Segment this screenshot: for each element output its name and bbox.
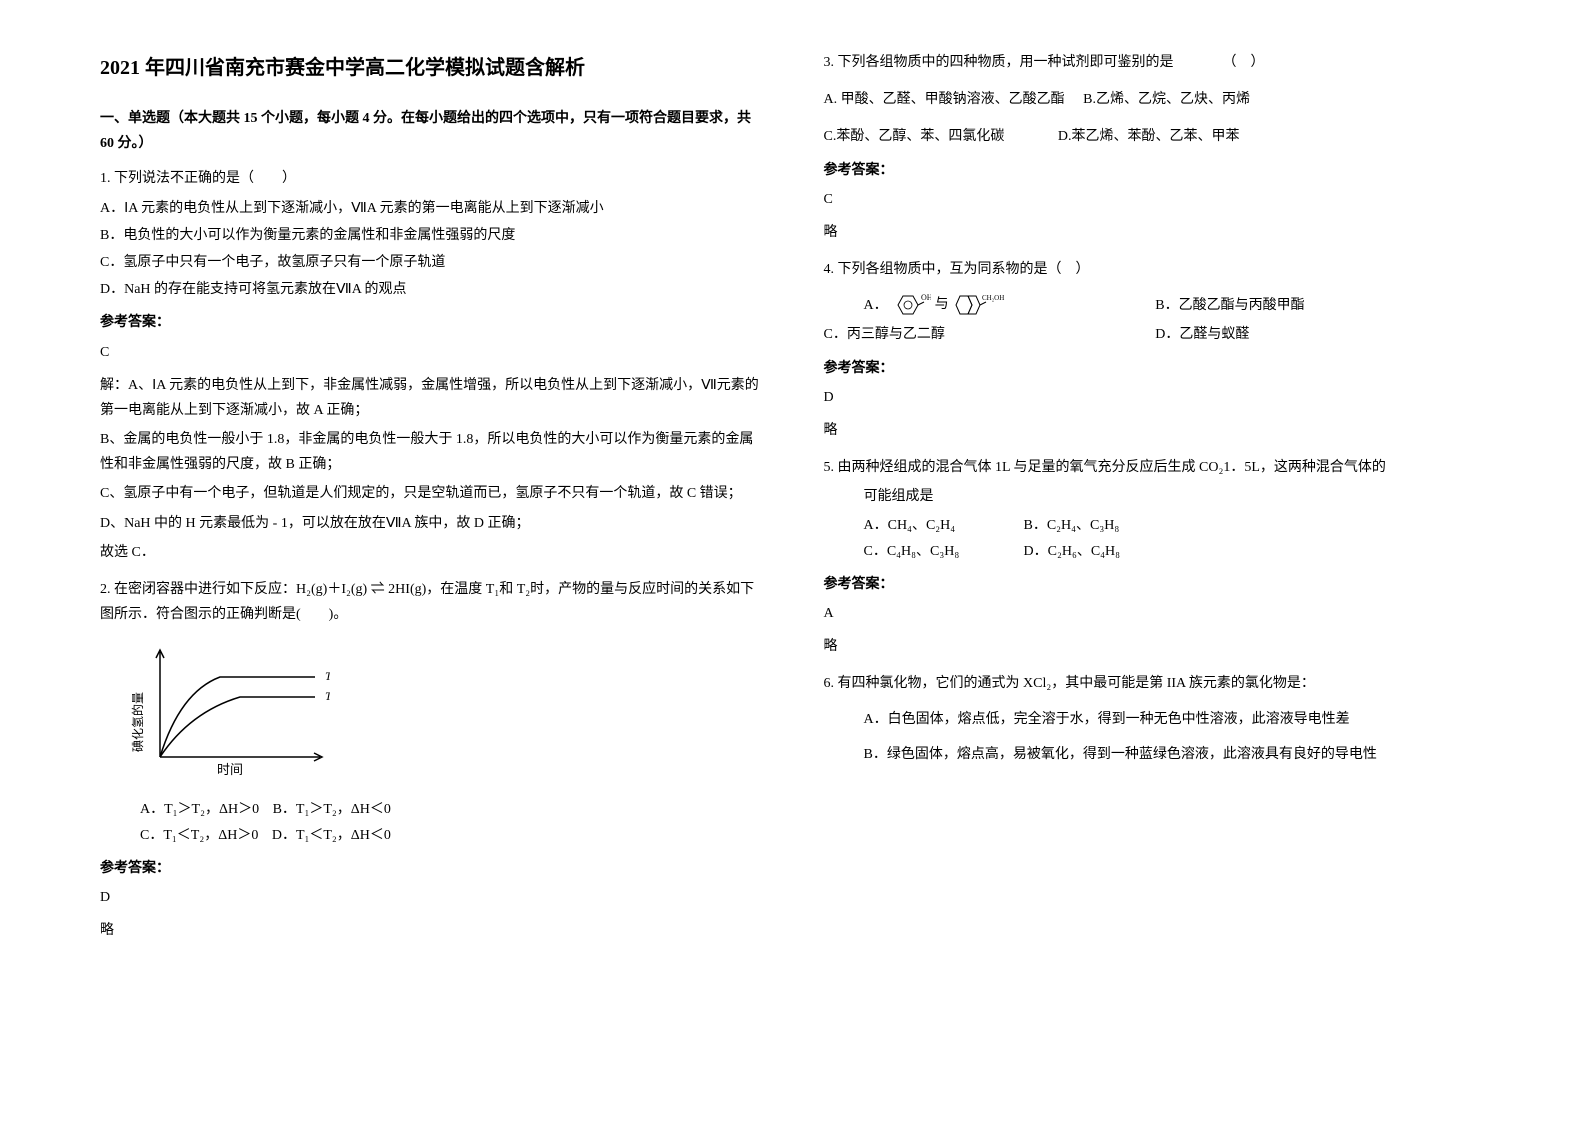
q5-option-b: B．C₂H₄、C₃H₈ [1024,513,1120,538]
q4-answer-label: 参考答案： [824,356,1488,381]
q4-stem: 4. 下列各组物质中，互为同系物的是（ ） [824,257,1488,282]
chart-t2-label: T₂ [325,689,330,703]
q4-omit: 略 [824,418,1488,443]
q5-omit: 略 [824,634,1488,659]
q3-stem: 3. 下列各组物质中的四种物质，用一种试剂即可鉴别的是 （ ） [824,50,1488,75]
chart-xlabel: 时间 [217,762,243,777]
q2-option-d: D．T₁＜T₂，ΔH＜0 [272,828,391,843]
q2-chart: 碘化氢的量 T₁ T₂ 时间 [130,642,764,782]
q2-option-a: A．T₁＞T₂，ΔH＞0 [140,802,259,817]
q3-option-c: C.苯酚、乙醇、苯、四氯化碳 [824,129,1005,144]
q3-option-b: B.乙烯、乙烷、乙炔、丙烯 [1083,92,1250,107]
q1-option-c: C．氢原子中只有一个电子，故氢原子只有一个原子轨道 [100,250,764,275]
q1-option-d: D．NaH 的存在能支持可将氢元素放在ⅦA 的观点 [100,277,764,302]
q6-option-a: A．白色固体，熔点低，完全溶于水，得到一种无色中性溶液，此溶液导电性差 [864,707,1488,732]
question-1: 1. 下列说法不正确的是（ ） A．ⅠA 元素的电负性从上到下逐渐减小，ⅦA 元… [100,166,764,565]
q4-opta-mid: 与 [935,298,949,313]
q1-option-a: A．ⅠA 元素的电负性从上到下逐渐减小，ⅦA 元素的第一电离能从上到下逐渐减小 [100,196,764,221]
left-column: 2021 年四川省南充市赛金中学高二化学模拟试题含解析 一、单选题（本大题共 1… [100,50,764,955]
q4-option-b: B．乙酸乙酯与丙酸甲酯 [1155,293,1304,318]
q4-opta-prefix: A． [864,298,888,313]
q1-exp-2: B、金属的电负性一般小于 1.8，非金属的电负性一般大于 1.8，所以电负性的大… [100,427,764,477]
q1-exp-4: D、NaH 中的 H 元素最低为 - 1，可以放在放在ⅦA 族中，故 D 正确； [100,511,764,536]
q2-answer-label: 参考答案： [100,856,764,881]
naphthol-structure-icon: CH₂OH [952,290,1007,320]
q1-option-b: B．电负性的大小可以作为衡量元素的金属性和非金属性强弱的尺度 [100,223,764,248]
q6-option-b: B．绿色固体，熔点高，易被氧化，得到一种蓝绿色溶液，此溶液具有良好的导电性 [864,742,1488,767]
q3-answer: C [824,187,1488,212]
question-4: 4. 下列各组物质中，互为同系物的是（ ） A． OH 与 [824,257,1488,443]
question-2: 2. 在密闭容器中进行如下反应：H₂(g)＋I₂(g) ⇌ 2HI(g)，在温度… [100,577,764,943]
q3-answer-label: 参考答案： [824,158,1488,183]
q5-answer: A [824,601,1488,626]
q3-option-a: A. 甲酸、乙醛、甲酸钠溶液、乙酸乙酯 [824,92,1065,107]
q4-option-c: C．丙三醇与乙二醇 [824,322,1156,347]
q6-stem: 6. 有四种氯化物，它们的通式为 XCl₂，其中最可能是第 IIA 族元素的氯化… [824,671,1488,696]
section-1-header: 一、单选题（本大题共 15 个小题，每小题 4 分。在每小题给出的四个选项中，只… [100,106,764,156]
q5-answer-label: 参考答案： [824,572,1488,597]
q4-answer: D [824,385,1488,410]
phenol-structure-icon: OH [891,290,931,320]
q3-omit: 略 [824,220,1488,245]
q1-exp-5: 故选 C． [100,540,764,565]
q2-option-c: C．T₁＜T₂，ΔH＞0 [140,828,258,843]
q2-chart-svg: 碘化氢的量 T₁ T₂ 时间 [130,642,330,782]
question-3: 3. 下列各组物质中的四种物质，用一种试剂即可鉴别的是 （ ） A. 甲酸、乙醛… [824,50,1488,245]
chart-ylabel: 碘化氢的量 [130,692,145,752]
q1-exp-1: 解：A、ⅠA 元素的电负性从上到下，非金属性减弱，金属性增强，所以电负性从上到下… [100,373,764,423]
q3-option-d: D.苯乙烯、苯酚、乙苯、甲苯 [1058,129,1240,144]
q2-answer: D [100,885,764,910]
q2-option-b: B．T₁＞T₂，ΔH＜0 [273,802,391,817]
q1-stem: 1. 下列说法不正确的是（ ） [100,166,764,191]
right-column: 3. 下列各组物质中的四种物质，用一种试剂即可鉴别的是 （ ） A. 甲酸、乙醛… [824,50,1488,955]
q5-stem: 5. 由两种烃组成的混合气体 1L 与足量的氧气充分反应后生成 CO₂1．5L，… [824,455,1488,480]
q1-answer-label: 参考答案： [100,310,764,335]
q2-omit: 略 [100,918,764,943]
question-6: 6. 有四种氯化物，它们的通式为 XCl₂，其中最可能是第 IIA 族元素的氯化… [824,671,1488,767]
chart-t1-label: T₁ [325,669,330,683]
svg-text:CH₂OH: CH₂OH [982,294,1004,302]
q5-option-a: A．CH₄、C₂H₄ [864,513,1024,538]
q2-stem: 2. 在密闭容器中进行如下反应：H₂(g)＋I₂(g) ⇌ 2HI(g)，在温度… [100,577,764,627]
q4-option-a-wrapper: A． OH 与 [824,290,1156,320]
question-5: 5. 由两种烃组成的混合气体 1L 与足量的氧气充分反应后生成 CO₂1．5L，… [824,455,1488,659]
chart-curve-t1 [160,677,315,757]
q4-option-d: D．乙醛与蚁醛 [1155,322,1249,347]
q1-answer: C [100,340,764,365]
q5-option-d: D．C₂H₆、C₄H₈ [1024,539,1121,564]
q5-option-c: C．C₄H₈、C₃H₈ [864,539,1024,564]
q5-stem-2: 可能组成是 [864,484,1488,509]
svg-text:OH: OH [921,293,931,302]
document-title: 2021 年四川省南充市赛金中学高二化学模拟试题含解析 [100,50,764,86]
q1-exp-3: C、氢原子中有一个电子，但轨道是人们规定的，只是空轨道而已，氢原子不只有一个轨道… [100,481,764,506]
